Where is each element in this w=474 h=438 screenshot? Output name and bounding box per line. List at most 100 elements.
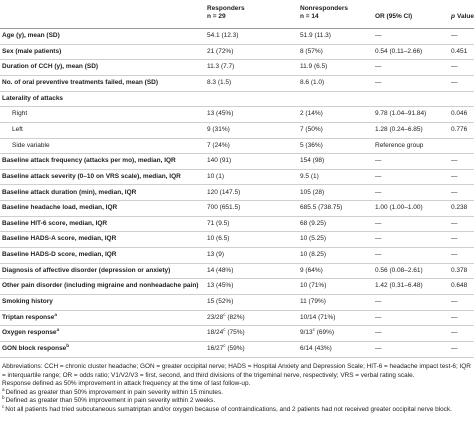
header-cell: Responders n = 29	[207, 5, 245, 21]
cell: 140 (91)	[207, 157, 232, 165]
cell-text: (82%)	[225, 313, 245, 321]
cell: —	[451, 298, 458, 306]
cell: 105 (28)	[300, 188, 325, 196]
row-label: GON block responseb	[2, 343, 69, 352]
cell: 0.54 (0.11–2.66)	[375, 47, 423, 55]
cell: 10 (8.25)	[300, 251, 327, 259]
row-label: Triptan responsea	[2, 311, 57, 321]
table-row: Baseline HADS-D score, median, IQR 13 (9)…	[0, 247, 474, 264]
cell: 1.28 (0.24–6.85)	[375, 125, 423, 133]
footnote: cNot all patients had tried subcutaneous…	[2, 403, 472, 415]
footnotes: Abbreviations: CCH = chronic cluster hea…	[2, 363, 472, 415]
label-text: Baseline HADS-D score, median, IQR	[2, 251, 117, 259]
footnote-mark: c	[223, 327, 226, 333]
table-row: Side variable 7 (24%) 5 (36%) Reference gro…	[0, 138, 474, 155]
cell-text: (59%)	[225, 345, 245, 352]
cell: 9.78 (1.04–91.84)	[375, 110, 427, 118]
label-text: Diagnosis of affective disorder (depress…	[2, 266, 171, 274]
cell: 18/24c (75%)	[207, 327, 245, 337]
cell: 0.238	[451, 204, 468, 212]
cell: 71 (9.5)	[207, 219, 230, 227]
footnote-mark: c	[223, 311, 226, 317]
label-text: Smoking history	[2, 298, 53, 306]
cell: 0.046	[451, 110, 468, 118]
footnote-mark: a	[54, 311, 57, 317]
cell: 6/14 (43%)	[300, 345, 332, 352]
label-text: Baseline attack severity (0–10 on VRS sc…	[2, 172, 181, 180]
row-label: Smoking history	[2, 298, 53, 305]
cell: 0.776	[451, 125, 468, 133]
row-label: Baseline attack frequency (attacks per m…	[2, 157, 176, 164]
row-label: Other pain disorder (including migraine …	[2, 282, 198, 289]
cell: 23/28c (82%)	[207, 311, 245, 321]
cell: 13 (45%)	[207, 282, 234, 290]
cell: —	[375, 313, 382, 321]
footnote-text: Defined as greater than 50% improvement …	[5, 388, 223, 396]
table-row: Triptan responsea 23/28c (82%) 10/14 (71%)…	[0, 310, 474, 327]
cell: —	[375, 235, 382, 243]
header-line: n = 14	[300, 13, 319, 20]
table-row: Other pain disorder (including migraine …	[0, 278, 474, 296]
cell: 7 (24%)	[207, 141, 230, 149]
cell: 685.5 (738.75)	[300, 204, 343, 212]
row-label: Baseline HIT-6 score, median, IQR	[2, 220, 107, 227]
cell: 11.9 (6.5)	[300, 63, 328, 71]
cell: 7 (50%)	[300, 125, 323, 133]
cell: —	[375, 63, 382, 71]
table-row: Baseline attack duration (min), median, …	[0, 185, 474, 202]
label-text: Baseline attack frequency (attacks per m…	[2, 157, 176, 165]
cell: —	[451, 157, 458, 165]
table-row: Sex (male patients) 21 (72%) 8 (57%) 0.54 (…	[0, 44, 474, 61]
cell: —	[375, 172, 382, 180]
table-row: Age (y), mean (SD) 54.1 (12.3) 51.9 (11.3)…	[0, 28, 474, 45]
cell: 0.56 (0.08–2.61)	[375, 266, 423, 274]
row-label: Duration of CCH (y), mean (SD)	[2, 63, 98, 70]
cell: —	[375, 329, 382, 337]
cell: 0.451	[451, 47, 468, 55]
label-text: Oxygen response	[2, 329, 57, 337]
footnote-mark: b	[2, 395, 5, 401]
row-label: Baseline attack severity (0–10 on VRS sc…	[2, 173, 181, 180]
table-row: Baseline HIT-6 score, median, IQR 71 (9.5…	[0, 216, 474, 233]
footnote-mark: a	[2, 386, 5, 392]
footnote-mark: c	[2, 403, 5, 409]
row-label: Laterality of attacks	[2, 95, 63, 102]
row-label: Sex (male patients)	[2, 48, 61, 55]
cell: 54.1 (12.3)	[207, 32, 239, 39]
row-label: Baseline attack duration (min), median, …	[2, 189, 136, 196]
header-text: Value	[456, 13, 474, 20]
cell: 120 (147.5)	[207, 188, 241, 196]
label-text: Duration of CCH (y), mean (SD)	[2, 63, 99, 71]
row-label: Oxygen responsea	[2, 328, 59, 337]
footnote: aDefined as greater than 50% improvement…	[2, 386, 472, 398]
cell: 0.648	[451, 282, 468, 290]
cell: 13 (45%)	[207, 110, 234, 118]
header-cell: p Value	[451, 13, 474, 21]
cell: 21 (72%)	[207, 47, 234, 55]
cell: 13 (9)	[207, 251, 224, 259]
label-text: Side variable	[12, 141, 50, 149]
header-cell: Nonresponders n = 14	[300, 5, 348, 21]
label-text: Age (y), mean (SD)	[2, 32, 60, 39]
cell: 9/13c (69%)	[300, 328, 334, 337]
table-row: Baseline HADS-A score, median, IQR 10 (6.…	[0, 231, 474, 249]
label-text: Sex (male patients)	[2, 47, 62, 55]
cell: 11.3 (7.7)	[207, 63, 235, 71]
cell: —	[451, 172, 458, 180]
label-text: Baseline HADS-A score, median, IQR	[2, 235, 117, 243]
footnote: bDefined as greater than 50% improvement…	[2, 395, 472, 406]
cell-text: 23/28	[207, 313, 224, 321]
label-text: Other pain disorder (including migraine …	[2, 282, 199, 290]
footnote-text: Not all patients had tried subcutaneous …	[5, 405, 452, 413]
header-cell: OR (95% CI)	[375, 13, 413, 20]
cell: —	[451, 32, 458, 39]
cell: —	[451, 251, 458, 259]
table-row: Baseline headache load, median, IQR 700 (…	[0, 200, 474, 217]
label-text: No. of oral preventive treatments failed…	[2, 78, 159, 86]
header-italic: p	[451, 13, 455, 20]
cell: —	[375, 32, 382, 39]
row-label: Baseline HADS-D score, median, IQR	[2, 251, 117, 258]
cell: —	[451, 78, 458, 86]
cell-text: 16/27	[207, 345, 224, 352]
label-text: Laterality of attacks	[2, 94, 64, 102]
